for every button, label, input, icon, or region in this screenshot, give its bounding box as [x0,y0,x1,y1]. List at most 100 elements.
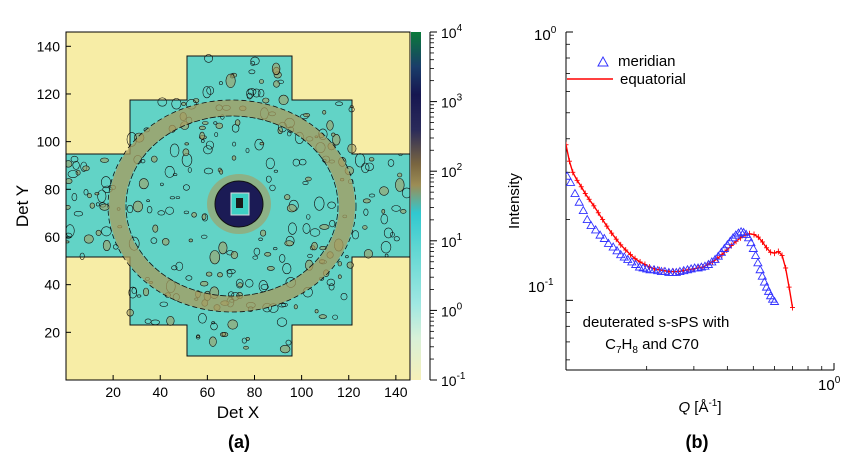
noise-speckle [250,56,260,66]
noise-speckle [221,332,226,337]
noise-speckle [365,162,374,171]
noise-speckle [387,159,395,167]
noise-speckle [351,230,359,240]
noise-speckle [191,212,197,218]
meridian-point [753,257,763,267]
noise-speckle [102,240,111,252]
noise-speckle [355,153,366,168]
noise-speckle [234,119,241,126]
annotation-line-1: deuterated s-sPS with [583,314,730,331]
noise-speckle [205,140,214,150]
noise-speckle [383,227,393,239]
ytick-1e-1-exp: -1 [545,277,554,288]
noise-speckle [252,88,261,98]
noise-speckle [245,279,254,288]
meridian-point [586,220,596,229]
noise-speckle [209,336,217,347]
meridian-point [678,265,689,275]
colorbar-tick-base: 10 [441,164,457,180]
noise-speckle [235,278,244,289]
noise-speckle [146,206,153,214]
meridian-point [700,261,710,270]
noise-speckle [258,237,263,242]
noise-speckle [337,274,342,279]
meridian-point [578,205,589,215]
noise-speckle [314,309,319,314]
meridian-point [733,228,744,237]
noise-speckle [209,250,221,265]
noise-speckle [113,244,119,250]
noise-speckle [231,155,237,161]
noise-speckle [319,224,330,230]
noise-speckle [172,173,178,176]
ytick-1e0-exp: 0 [551,25,557,36]
colorbar [411,32,421,380]
noise-speckle [284,240,294,247]
noise-speckle [100,157,109,163]
meridian-point [675,266,685,276]
xlabel-unit: [Å [690,399,708,416]
heatmap-ytick-label: 80 [44,181,60,197]
noise-speckle [279,345,291,354]
meridian-point [599,233,610,242]
noise-speckle [337,261,342,267]
noise-speckle [73,211,83,217]
noise-speckle [237,282,243,288]
noise-speckle [157,210,166,216]
colorbar-tick-label: 100 [441,301,463,319]
series-markers-meridian [566,171,780,305]
plot-xlabel: Q [Å-1] [678,398,721,416]
noise-speckle [175,261,184,271]
noise-speckle [217,272,223,278]
heatmap-xtick-label: 20 [105,384,121,400]
noise-speckle [201,234,208,239]
ytick-1e-1-base: 10 [528,279,545,296]
noise-speckle [305,176,312,182]
noise-speckle [150,237,158,244]
meridian-point [755,264,765,274]
noise-speckle [287,222,297,235]
noise-speckle [271,62,281,75]
noise-speckle [181,101,186,106]
noise-speckle [269,184,276,192]
noise-speckle [363,208,369,216]
meridian-point [748,243,759,252]
noise-speckle [245,147,250,154]
noise-speckle [306,214,311,220]
noise-speckle [347,143,357,154]
noise-speckle [264,252,272,257]
noise-speckle [89,202,95,209]
noise-speckle [185,275,193,281]
noise-speckle [346,261,354,269]
noise-speckle [395,178,405,192]
meridian-point [686,263,696,273]
meridian-point [574,197,584,206]
noise-speckle [184,142,189,146]
noise-speckle [273,169,279,173]
noise-speckle [131,287,137,295]
heatmap-xtick-label: 140 [384,384,408,400]
noise-speckle [326,278,336,287]
noise-speckle [138,178,149,190]
panel-b-label: (b) [686,432,709,452]
colorbar-tick-exp: 4 [457,23,463,34]
noise-speckle [250,60,255,66]
xlabel-q: Q [678,399,690,416]
panel-b: meridian equatorial deuterated s-sPS wit… [506,25,841,452]
annotation-c: C [605,336,616,353]
noise-speckle [171,265,178,271]
meridian-point [696,262,707,271]
noise-speckle [241,337,247,344]
noise-speckle [368,157,375,162]
noise-speckle [97,189,107,203]
noise-speckle [162,238,170,246]
noise-speckle [368,193,376,198]
noise-speckle [400,209,407,214]
noise-speckle [94,192,100,196]
noise-speckle [96,202,100,207]
colorbar-tick-base: 10 [441,303,457,319]
noise-speckle [285,339,292,346]
noise-speckle [329,220,336,228]
noise-speckle [345,255,349,259]
